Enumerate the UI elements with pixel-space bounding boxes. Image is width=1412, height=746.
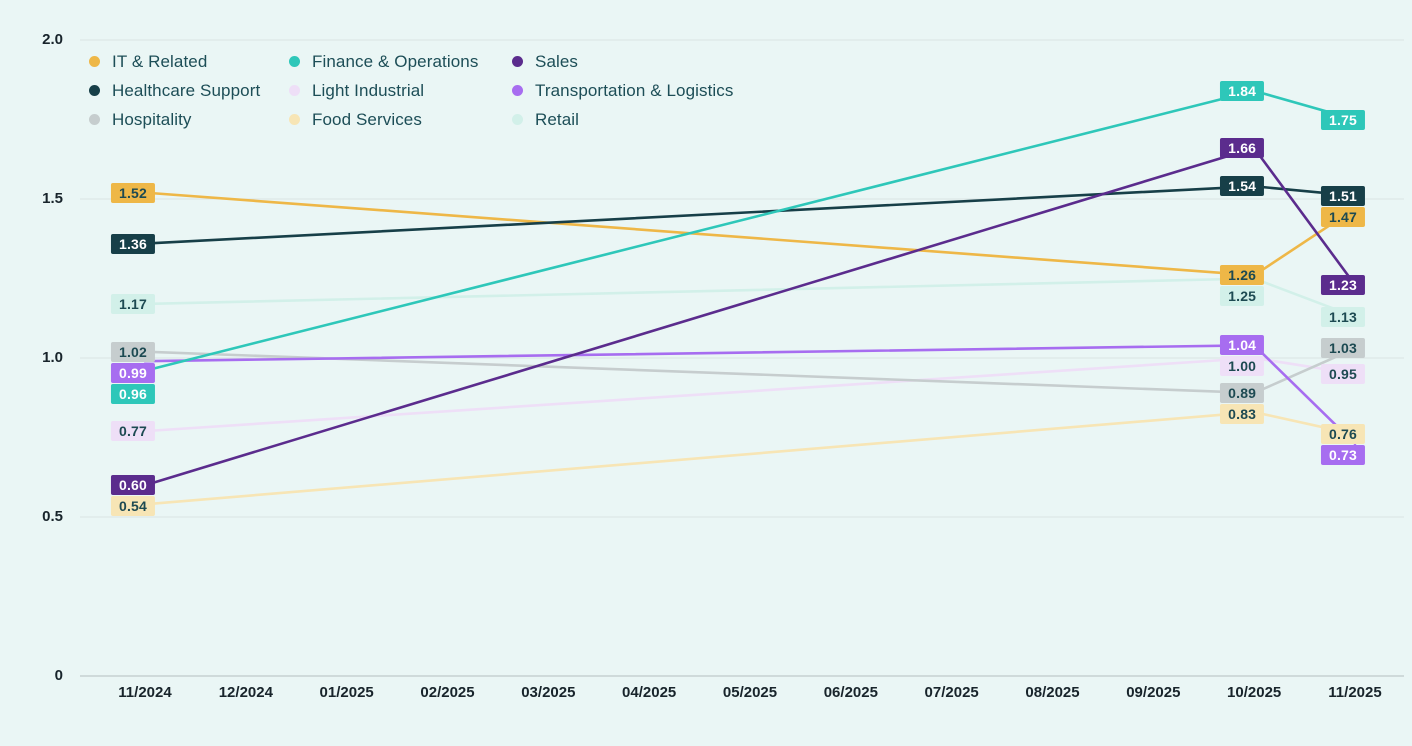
legend-dot-icon <box>89 85 100 96</box>
series-line-retail <box>143 277 1357 318</box>
legend-dot-icon <box>289 114 300 125</box>
value-label-light-industrial: 1.00 <box>1220 356 1265 377</box>
series-line-hospitality <box>143 347 1357 395</box>
x-tick-label: 10/2025 <box>1227 684 1282 701</box>
x-tick-label: 12/2024 <box>218 684 273 701</box>
value-label-finance-operations: 1.84 <box>1220 80 1265 101</box>
value-label-food-services: 0.54 <box>110 496 156 517</box>
value-label-light-industrial: 0.77 <box>110 421 156 442</box>
value-label-transportation-logistics: 0.73 <box>1320 445 1366 466</box>
legend-item-transportation-logistics[interactable]: Transportation & Logistics <box>512 81 734 101</box>
x-tick-label: 11/2024 <box>118 684 172 701</box>
chart-legend: IT & Related Healthcare Support Hospitalit… <box>89 47 734 134</box>
value-label-transportation-logistics: 0.99 <box>110 362 156 383</box>
value-label-food-services: 0.76 <box>1320 424 1366 445</box>
legend-item-retail[interactable]: Retail <box>512 110 734 130</box>
value-label-finance-operations: 0.96 <box>110 383 156 404</box>
value-label-hospitality: 1.03 <box>1320 338 1366 359</box>
legend-item-hospitality[interactable]: Hospitality <box>89 110 289 130</box>
x-tick-label: 02/2025 <box>420 684 475 701</box>
value-label-it-related: 1.47 <box>1320 206 1366 227</box>
legend-label: Hospitality <box>112 109 192 129</box>
x-tick-label: 09/2025 <box>1126 684 1181 701</box>
legend-label: Food Services <box>312 109 422 129</box>
x-tick-label: 01/2025 <box>319 684 374 701</box>
legend-label: Light Industrial <box>312 80 425 100</box>
value-label-healthcare-support: 1.36 <box>110 233 156 254</box>
value-label-healthcare-support: 1.51 <box>1320 185 1366 206</box>
y-tick-label: 1.0 <box>42 349 63 366</box>
value-label-light-industrial: 0.95 <box>1320 363 1366 384</box>
legend-label: Sales <box>535 51 579 71</box>
value-label-sales: 1.23 <box>1320 274 1366 295</box>
value-label-retail: 1.25 <box>1220 286 1265 307</box>
x-tick-label: 03/2025 <box>521 684 576 701</box>
x-tick-label: 11/2025 <box>1328 684 1382 701</box>
series-line-light-industrial <box>143 356 1357 433</box>
legend-item-light-industrial[interactable]: Light Industrial <box>289 81 512 101</box>
legend-label: IT & Related <box>112 51 208 71</box>
x-tick-label: 05/2025 <box>722 684 778 701</box>
legend-item-finance-operations[interactable]: Finance & Operations <box>289 52 512 72</box>
legend-item-it-related[interactable]: IT & Related <box>89 52 289 72</box>
value-label-hospitality: 0.89 <box>1220 382 1265 403</box>
legend-dot-icon <box>89 114 100 125</box>
value-label-food-services: 0.83 <box>1220 403 1265 424</box>
legend-dot-icon <box>289 85 300 96</box>
legend-dot-icon <box>512 56 523 67</box>
x-tick-label: 08/2025 <box>1025 684 1080 701</box>
legend-dot-icon <box>89 56 100 67</box>
series-line-healthcare-support <box>143 184 1357 245</box>
value-label-it-related: 1.26 <box>1220 265 1265 286</box>
value-label-transportation-logistics: 1.04 <box>1220 335 1265 356</box>
value-label-sales: 1.66 <box>1220 138 1265 159</box>
value-label-finance-operations: 1.75 <box>1320 109 1366 130</box>
y-tick-label: 0 <box>54 667 63 684</box>
legend-label: Finance & Operations <box>312 51 479 71</box>
legend-label: Healthcare Support <box>112 80 261 100</box>
y-tick-label: 2.0 <box>42 31 63 48</box>
series-line-food-services <box>143 410 1357 506</box>
legend-item-food-services[interactable]: Food Services <box>289 110 512 130</box>
value-label-healthcare-support: 1.54 <box>1220 176 1265 197</box>
y-tick-label: 1.5 <box>42 190 63 207</box>
legend-item-healthcare-support[interactable]: Healthcare Support <box>89 81 289 101</box>
value-label-sales: 0.60 <box>110 475 156 496</box>
x-tick-label: 07/2025 <box>924 684 979 701</box>
legend-dot-icon <box>512 85 523 96</box>
value-label-retail: 1.17 <box>110 293 156 314</box>
y-tick-label: 0.5 <box>42 508 63 525</box>
value-label-hospitality: 1.02 <box>110 341 156 362</box>
x-tick-label: 06/2025 <box>823 684 878 701</box>
legend-dot-icon <box>512 114 523 125</box>
legend-label: Retail <box>535 109 580 129</box>
x-tick-label: 04/2025 <box>622 684 677 701</box>
value-label-retail: 1.13 <box>1320 306 1366 327</box>
legend-dot-icon <box>289 56 300 67</box>
legend-item-sales[interactable]: Sales <box>512 52 734 72</box>
legend-label: Transportation & Logistics <box>535 80 734 100</box>
value-label-it-related: 1.52 <box>110 182 156 203</box>
